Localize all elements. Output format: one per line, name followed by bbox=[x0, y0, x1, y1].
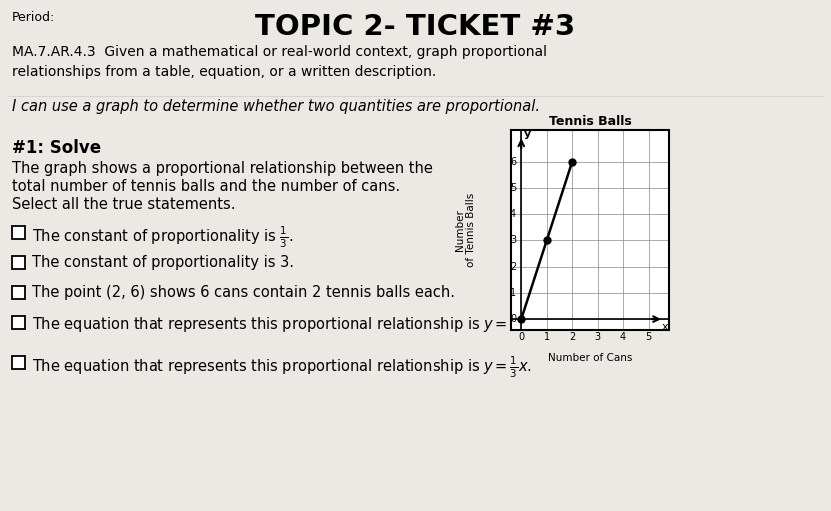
Text: 2: 2 bbox=[569, 332, 575, 342]
Text: The constant of proportionality is $\frac{1}{3}$.: The constant of proportionality is $\fra… bbox=[32, 225, 293, 250]
Text: 1: 1 bbox=[510, 288, 516, 298]
Text: Select all the true statements.: Select all the true statements. bbox=[12, 197, 235, 212]
FancyBboxPatch shape bbox=[12, 226, 25, 239]
Text: The point (2, 6) shows 6 cans contain 2 tennis balls each.: The point (2, 6) shows 6 cans contain 2 … bbox=[32, 285, 455, 300]
Text: 0: 0 bbox=[510, 314, 516, 324]
Text: 3: 3 bbox=[510, 236, 516, 245]
Text: 6: 6 bbox=[510, 157, 516, 167]
Text: 2: 2 bbox=[510, 262, 516, 272]
FancyBboxPatch shape bbox=[12, 356, 25, 369]
Text: The constant of proportionality is 3.: The constant of proportionality is 3. bbox=[32, 255, 294, 270]
FancyBboxPatch shape bbox=[12, 316, 25, 329]
Text: Number
of Tennis Balls: Number of Tennis Balls bbox=[455, 193, 476, 267]
Text: Number of Cans: Number of Cans bbox=[548, 353, 632, 363]
Text: total number of tennis balls and the number of cans.: total number of tennis balls and the num… bbox=[12, 179, 400, 194]
Text: #1: Solve: #1: Solve bbox=[12, 139, 101, 157]
FancyBboxPatch shape bbox=[12, 286, 25, 299]
Text: 3: 3 bbox=[595, 332, 601, 342]
Text: I can use a graph to determine whether two quantities are proportional.: I can use a graph to determine whether t… bbox=[12, 99, 540, 114]
Text: MA.7.AR.4.3  Given a mathematical or real-world context, graph proportional
rela: MA.7.AR.4.3 Given a mathematical or real… bbox=[12, 45, 547, 79]
Text: The equation that represents this proportional relationship is $y = \frac{1}{3}x: The equation that represents this propor… bbox=[32, 355, 532, 380]
Text: TOPIC 2- TICKET #3: TOPIC 2- TICKET #3 bbox=[255, 13, 575, 41]
Text: The equation that represents this proportional relationship is $y = 3x$.: The equation that represents this propor… bbox=[32, 315, 533, 334]
Text: The graph shows a proportional relationship between the: The graph shows a proportional relations… bbox=[12, 161, 433, 176]
Text: y: y bbox=[524, 129, 531, 139]
Text: 5: 5 bbox=[646, 332, 652, 342]
Text: 4: 4 bbox=[510, 209, 516, 219]
Text: Period:: Period: bbox=[12, 11, 55, 24]
FancyBboxPatch shape bbox=[12, 256, 25, 269]
Text: 4: 4 bbox=[620, 332, 627, 342]
Text: 5: 5 bbox=[510, 183, 516, 193]
Title: Tennis Balls: Tennis Balls bbox=[548, 115, 632, 128]
Text: x: x bbox=[661, 322, 668, 332]
Text: 1: 1 bbox=[543, 332, 550, 342]
Text: 0: 0 bbox=[519, 332, 524, 342]
